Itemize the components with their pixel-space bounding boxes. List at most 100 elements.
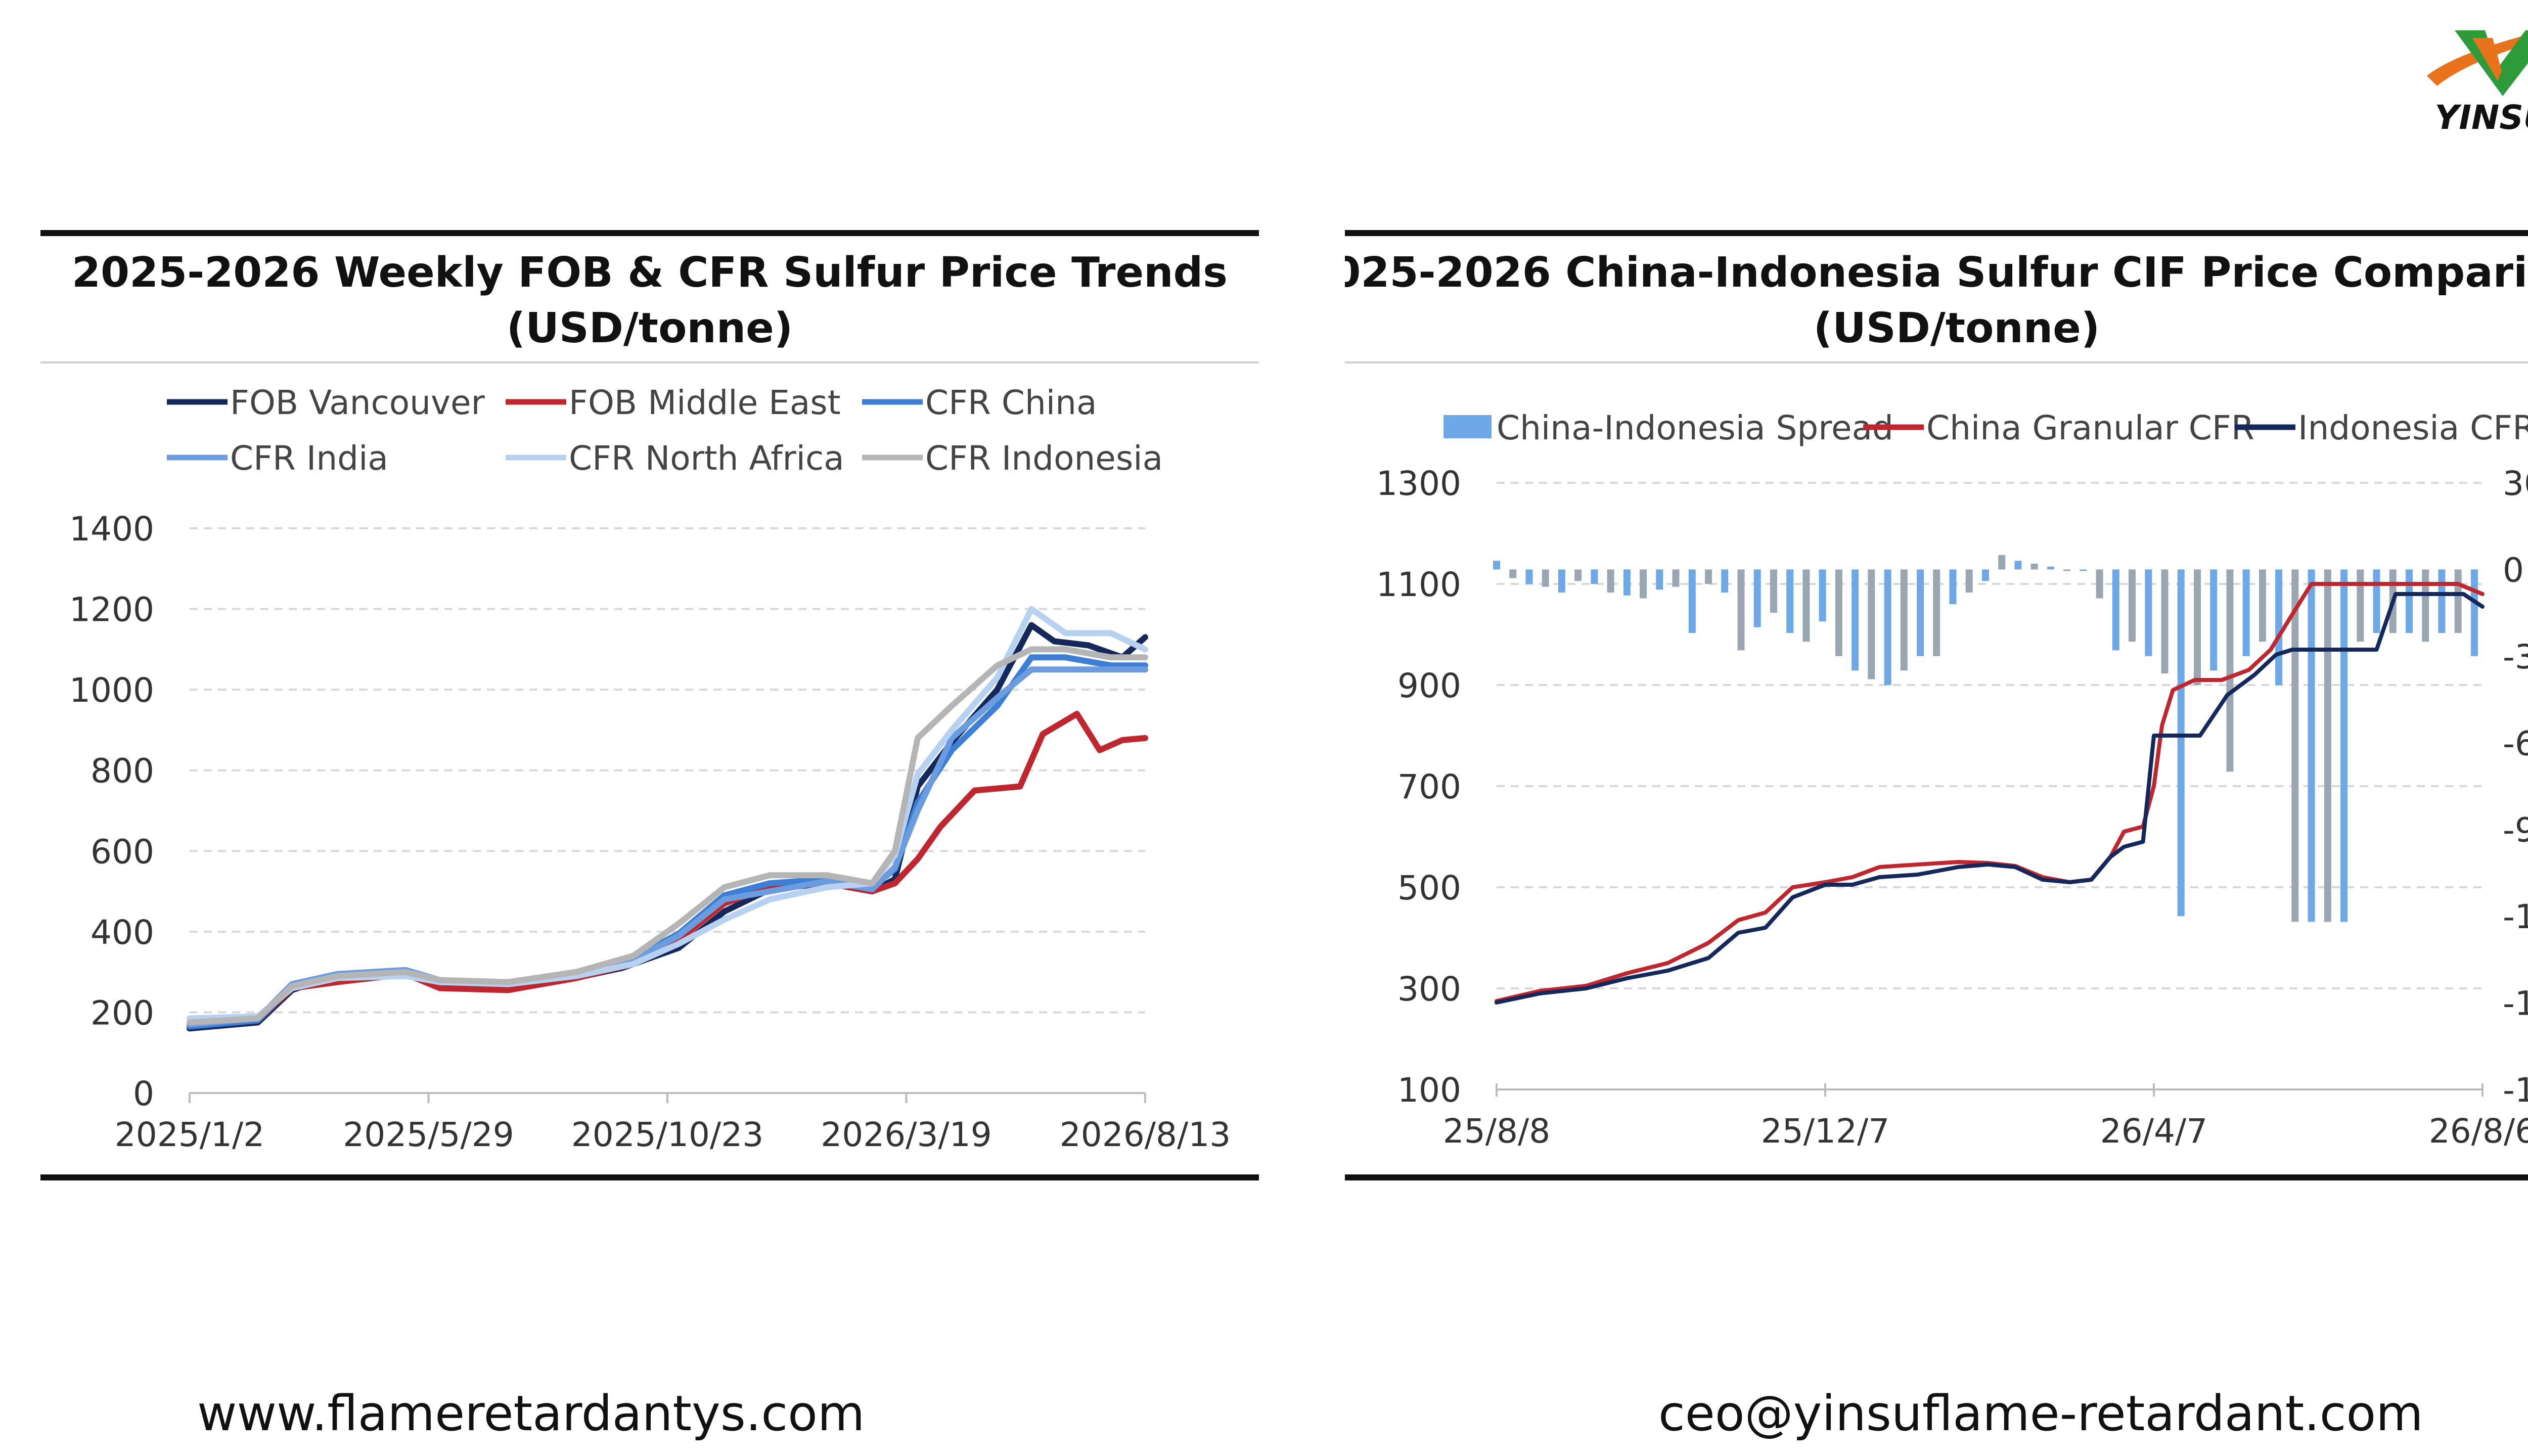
spread-bar bbox=[2226, 569, 2234, 772]
chart-panel-right: 2025-2026 China-Indonesia Sulfur CIF Pri… bbox=[1345, 230, 2528, 1180]
y-tick-label: 800 bbox=[91, 752, 154, 791]
legend-label: FOB Middle East bbox=[569, 383, 841, 422]
x-tick-label: 2025/10/23 bbox=[571, 1115, 763, 1154]
spread-bar bbox=[2096, 569, 2103, 599]
y-tick-label: 1300 bbox=[1376, 464, 1461, 503]
spread-bar bbox=[1607, 569, 1614, 593]
spread-bar bbox=[2145, 569, 2152, 656]
spread-bar bbox=[2454, 569, 2462, 633]
x-tick-label: 26/8/6 bbox=[2429, 1112, 2528, 1151]
spread-bar bbox=[2014, 561, 2022, 570]
spread-bar bbox=[1981, 569, 1989, 581]
spread-bar bbox=[1509, 569, 1517, 578]
chart-panel-left: 2025-2026 Weekly FOB & CFR Sulfur Price … bbox=[40, 230, 1259, 1180]
x-tick-label: 2025/1/2 bbox=[115, 1115, 264, 1154]
spread-bar bbox=[2030, 564, 2038, 570]
x-tick-label: 2026/3/19 bbox=[821, 1115, 991, 1154]
spread-bar bbox=[1737, 569, 1745, 651]
series-line-fob-vancouver bbox=[187, 622, 1148, 1032]
footer-website[interactable]: www.flameretardantys.com bbox=[197, 1385, 865, 1442]
spread-bar bbox=[2177, 569, 2185, 917]
fob-cfr-price-chart: 2025-2026 Weekly FOB & CFR Sulfur Price … bbox=[40, 230, 1259, 1180]
legend-label: FOB Vancouver bbox=[230, 383, 485, 422]
series-line-indonesia-cfr bbox=[1495, 592, 2485, 1005]
y-tick-label: 300 bbox=[1397, 970, 1461, 1009]
spread-bar bbox=[1884, 569, 1891, 685]
china-indonesia-cif-chart: 2025-2026 China-Indonesia Sulfur CIF Pri… bbox=[1345, 230, 2528, 1180]
spread-bar bbox=[1933, 569, 1940, 656]
chart-title: 2025-2026 China-Indonesia Sulfur CIF Pri… bbox=[1345, 249, 2528, 297]
legend-item-cfr-india: CFR India bbox=[167, 439, 388, 478]
spread-bar bbox=[1868, 569, 1875, 679]
spread-bar bbox=[2047, 566, 2054, 570]
y-tick-label: 1200 bbox=[69, 590, 154, 629]
spread-bar bbox=[1721, 569, 1729, 593]
spread-bar bbox=[2438, 569, 2446, 633]
chart-subtitle: (USD/tonne) bbox=[507, 304, 793, 352]
spread-bar bbox=[2063, 569, 2071, 571]
chart-subtitle: (USD/tonne) bbox=[1814, 304, 2100, 352]
y-tick-label: 1100 bbox=[1376, 565, 1461, 604]
spread-bar bbox=[1917, 569, 1924, 656]
legend-label: CFR India bbox=[230, 439, 388, 478]
spread-bar bbox=[1640, 569, 1647, 599]
legend-item-china-granular-cfr: China Granular CFR bbox=[1863, 408, 2254, 447]
y2-tick-label: 30 bbox=[2503, 464, 2528, 503]
spread-bar bbox=[1835, 569, 1842, 656]
legend-label: CFR Indonesia bbox=[925, 439, 1163, 478]
spread-bar bbox=[1591, 569, 1598, 584]
spread-bar bbox=[2242, 569, 2250, 656]
spread-bar bbox=[2129, 569, 2136, 642]
y2-tick-label: -18( bbox=[2503, 1071, 2528, 1110]
spread-bar bbox=[2194, 569, 2201, 685]
chart-title: 2025-2026 Weekly FOB & CFR Sulfur Price … bbox=[72, 249, 1228, 297]
spread-bar bbox=[2324, 569, 2331, 922]
y2-tick-label: -90 bbox=[2503, 811, 2528, 850]
spread-bar bbox=[2308, 569, 2315, 922]
footer-email[interactable]: ceo@yinsuflame-retardant.com bbox=[1658, 1385, 2423, 1442]
spread-bar bbox=[1493, 561, 1500, 570]
spread-bar bbox=[2340, 569, 2348, 922]
legend-item-fob-middle-east: FOB Middle East bbox=[506, 383, 841, 422]
y-tick-label: 500 bbox=[1397, 869, 1461, 907]
y-tick-label: 600 bbox=[91, 832, 154, 871]
spread-bar bbox=[1753, 569, 1761, 627]
legend-item-fob-vancouver: FOB Vancouver bbox=[167, 383, 485, 422]
legend-swatch bbox=[1443, 415, 1492, 438]
y2-tick-label: -30 bbox=[2503, 638, 2528, 676]
series-line-china-granular-cfr bbox=[1495, 582, 2485, 1003]
spread-bar bbox=[1672, 569, 1680, 587]
spread-bar bbox=[2373, 569, 2380, 633]
spread-bar bbox=[1705, 569, 1712, 584]
spread-bar bbox=[1900, 569, 1908, 671]
y-tick-label: 100 bbox=[1397, 1071, 1461, 1110]
spread-bar bbox=[2275, 569, 2283, 685]
legend-item-cfr-china: CFR China bbox=[862, 383, 1097, 422]
series-line-cfr-indonesia bbox=[187, 646, 1148, 1026]
spread-bar bbox=[1965, 569, 1973, 593]
legend-label: Indonesia CFR bbox=[2298, 408, 2528, 447]
legend-item-china-indonesia-spread: China-Indonesia Spread bbox=[1443, 408, 1893, 447]
logo-v-orange bbox=[2472, 38, 2502, 81]
y2-tick-label: -60 bbox=[2503, 724, 2528, 763]
y-tick-label: 200 bbox=[91, 993, 154, 1032]
spread-bar bbox=[1949, 569, 1957, 604]
spread-bar bbox=[2112, 569, 2119, 651]
series-line-cfr-north-africa bbox=[187, 606, 1148, 1022]
spread-bar bbox=[2422, 569, 2429, 642]
spread-bar bbox=[1688, 569, 1696, 633]
legend-item-indonesia-cfr: Indonesia CFR bbox=[2235, 408, 2528, 447]
spread-bar bbox=[1623, 569, 1631, 596]
spread-bar bbox=[2210, 569, 2218, 671]
legend-label: CFR North Africa bbox=[569, 439, 844, 478]
spread-bar bbox=[2161, 569, 2169, 674]
spread-bar bbox=[1998, 555, 2006, 570]
spread-bar bbox=[1786, 569, 1794, 633]
logo-wordmark: YINSU bbox=[2435, 98, 2528, 136]
x-tick-label: 25/12/7 bbox=[1761, 1112, 1889, 1151]
spread-bar bbox=[2357, 569, 2364, 642]
spread-bar bbox=[2291, 569, 2299, 922]
spread-bar bbox=[2406, 569, 2413, 633]
spread-bar bbox=[1852, 569, 1859, 671]
legend-item-cfr-north-africa: CFR North Africa bbox=[506, 439, 844, 478]
